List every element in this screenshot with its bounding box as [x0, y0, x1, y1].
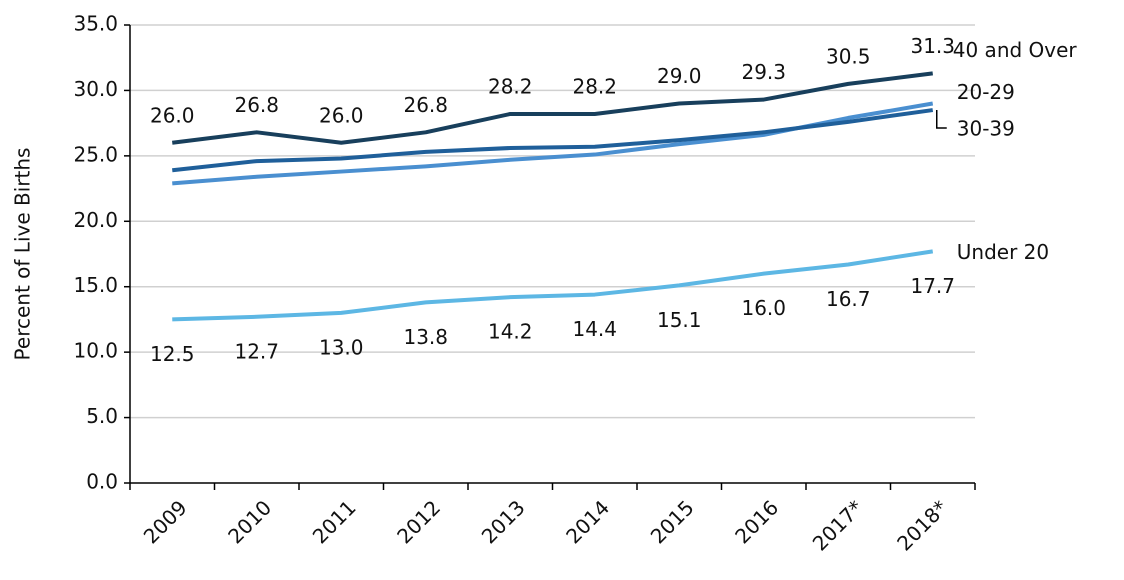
x-tick-label: 2011: [308, 495, 361, 548]
series-label: Under 20: [957, 240, 1049, 264]
y-tick-label: 15.0: [73, 273, 118, 297]
data-label: 29.0: [657, 64, 702, 88]
data-label: 26.0: [150, 103, 195, 127]
y-axis-label: Percent of Live Births: [11, 148, 35, 361]
leader-line: [936, 110, 947, 129]
series-label: 20-29: [957, 80, 1015, 104]
data-label: 15.1: [657, 308, 702, 332]
y-tick-label: 5.0: [86, 404, 118, 428]
y-tick-label: 35.0: [73, 12, 118, 36]
data-label: 31.3: [910, 34, 955, 58]
y-tick-label: 25.0: [73, 142, 118, 166]
y-tick-label: 30.0: [73, 77, 118, 101]
line: [172, 249, 934, 322]
data-label: 14.4: [572, 317, 617, 341]
x-tick-label: 2018*: [892, 495, 952, 555]
x-tick-label: 2016: [730, 495, 783, 548]
data-label: 12.7: [234, 339, 279, 363]
line: [172, 71, 933, 145]
y-tick-label: 20.0: [73, 208, 118, 232]
data-label: 28.2: [488, 74, 533, 98]
x-tick-label: 2009: [139, 495, 192, 548]
data-label: 13.0: [319, 335, 364, 359]
x-tick-label: 2017*: [808, 495, 868, 555]
data-label: 26.8: [403, 93, 448, 117]
x-tick-label: 2015: [646, 495, 699, 548]
x-tick-label: 2013: [477, 495, 530, 548]
data-label: 26.0: [319, 103, 364, 127]
data-label: 28.2: [572, 74, 617, 98]
y-tick-label: 0.0: [86, 470, 118, 494]
data-label: 16.7: [826, 287, 871, 311]
series-label: 40 and Over: [953, 38, 1078, 62]
line: [172, 108, 934, 173]
data-label: 16.0: [741, 296, 786, 320]
data-label: 12.5: [150, 342, 195, 366]
data-label: 17.7: [910, 274, 955, 298]
data-label: 26.8: [234, 93, 279, 117]
series-label: 30-39: [957, 117, 1015, 141]
x-tick-label: 2014: [561, 495, 614, 548]
x-tick-label: 2012: [392, 495, 445, 548]
data-label: 30.5: [826, 44, 871, 68]
data-label: 14.2: [488, 320, 533, 344]
data-label: 13.8: [403, 325, 448, 349]
x-tick-label: 2010: [223, 495, 276, 548]
y-tick-label: 10.0: [73, 339, 118, 363]
data-label: 29.3: [741, 60, 786, 84]
